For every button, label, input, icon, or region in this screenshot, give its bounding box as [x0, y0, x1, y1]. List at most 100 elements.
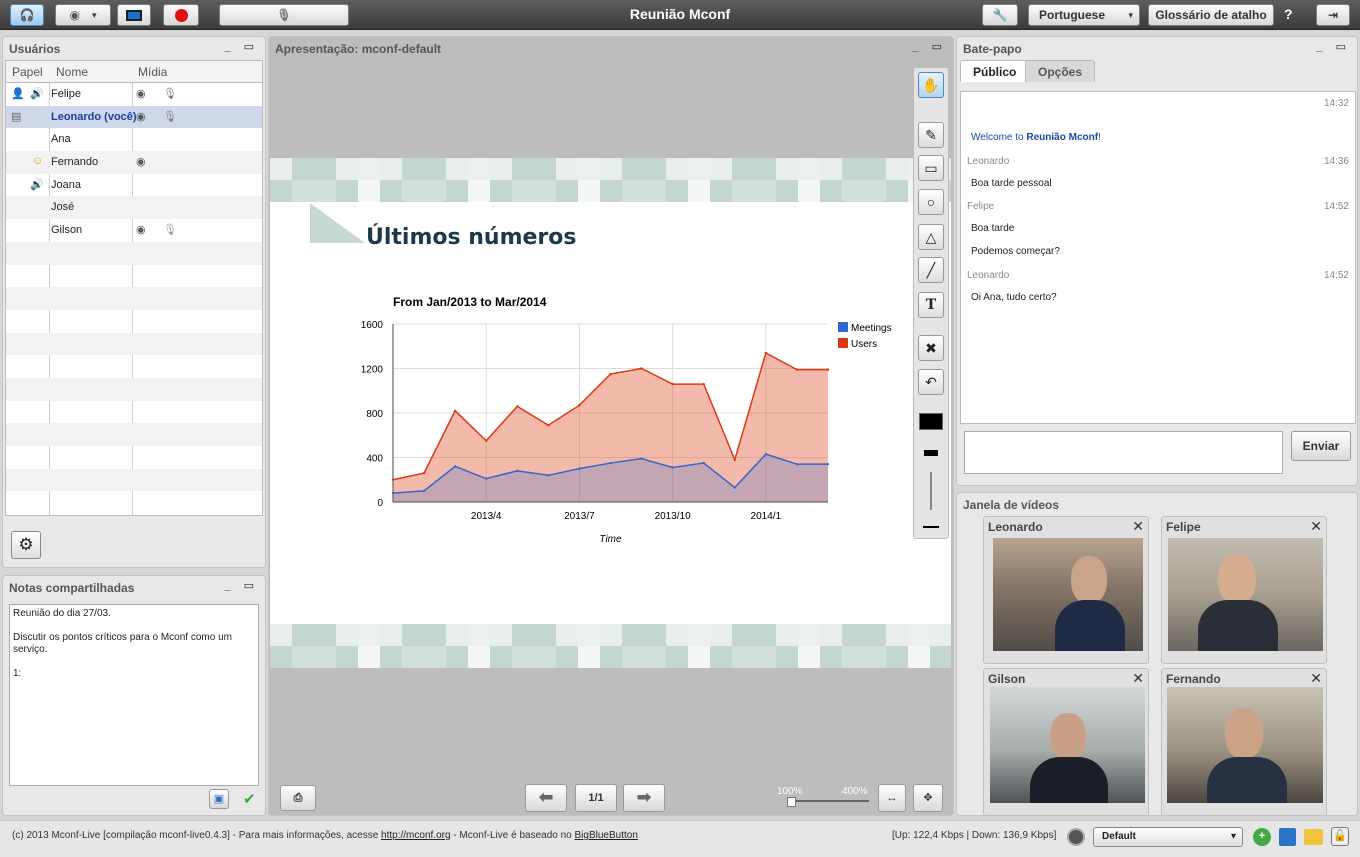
video-window[interactable]: Felipe ✕: [1161, 516, 1327, 664]
shortcuts-button[interactable]: Glossário de atalho: [1148, 4, 1274, 26]
window-controls[interactable]: _ ▭: [1316, 41, 1351, 53]
close-icon[interactable]: ✕: [1310, 518, 1322, 534]
line-tool-button[interactable]: ╱: [918, 257, 944, 283]
lock-icon: 🔓: [1333, 830, 1347, 842]
chat-input[interactable]: [964, 431, 1283, 474]
undo-button[interactable]: ↶: [918, 369, 944, 395]
arrow-left-icon: ⬅: [538, 787, 554, 807]
video-window[interactable]: Leonardo ✕: [983, 516, 1149, 664]
table-row[interactable]: ▤ Leonardo (você) ◉ 🎙: [6, 105, 262, 129]
data-point: [453, 465, 457, 468]
triangle-tool-button[interactable]: △: [918, 224, 944, 250]
layout-value: Default: [1102, 831, 1136, 842]
tab-public[interactable]: Público: [960, 60, 1030, 82]
record-button[interactable]: [163, 4, 199, 26]
welcome-room-name: Reunião Mconf: [1026, 132, 1099, 143]
thickness-slider[interactable]: [930, 472, 932, 510]
ellipse-tool-button[interactable]: ○: [918, 189, 944, 215]
video-user-name: Felipe: [1166, 520, 1201, 534]
mconf-link[interactable]: http://mconf.org: [381, 830, 451, 841]
text-tool-button[interactable]: T: [918, 292, 944, 318]
message-time: 14:32: [1323, 98, 1349, 109]
close-icon[interactable]: ✕: [1132, 670, 1144, 686]
upload-button[interactable]: ⎙: [280, 785, 316, 811]
users-settings-button[interactable]: ⚙: [11, 531, 41, 559]
window-controls[interactable]: _ ▭: [224, 41, 259, 53]
fit-width-button[interactable]: ↔: [878, 784, 906, 812]
open-layout-button[interactable]: [1304, 829, 1323, 845]
network-icon[interactable]: [1067, 828, 1085, 846]
y-tick-label: 800: [366, 409, 383, 420]
data-point: [578, 467, 581, 470]
data-point: [485, 439, 488, 443]
pencil-tool-button[interactable]: ✎: [918, 122, 944, 148]
x-tick-label: 2013/7: [564, 511, 595, 522]
window-controls[interactable]: _ ▭: [912, 41, 947, 53]
table-row[interactable]: Ana: [6, 128, 262, 151]
video-user-name: Gilson: [988, 672, 1026, 686]
zoom-min-label: 100%: [777, 786, 803, 797]
layout-select[interactable]: Default ▾: [1093, 827, 1243, 847]
pan-tool-button[interactable]: ✋: [918, 72, 944, 98]
zoom-slider-thumb[interactable]: [787, 797, 796, 807]
column-name[interactable]: Nome: [56, 65, 89, 79]
color-picker[interactable]: [919, 413, 943, 430]
previous-slide-button[interactable]: ⬅: [525, 784, 567, 812]
x-tick-label: 2013/10: [655, 511, 692, 522]
close-icon[interactable]: ✕: [1132, 518, 1144, 534]
users-panel-title: Usuários: [9, 42, 61, 56]
table-row[interactable]: ☺ Fernando ◉: [6, 151, 262, 174]
notes-panel-title: Notas compartilhadas: [9, 581, 135, 595]
clear-button[interactable]: ✖: [918, 335, 944, 361]
save-layout-button[interactable]: [1279, 828, 1296, 846]
chevron-down-icon: ▾: [91, 9, 97, 20]
video-window[interactable]: Fernando ✕: [1161, 668, 1327, 816]
close-icon[interactable]: ✕: [1310, 670, 1322, 686]
data-point: [578, 404, 581, 407]
user-name: Joana: [51, 178, 81, 191]
window-controls[interactable]: _ ▭: [224, 580, 259, 592]
video-window[interactable]: Gilson ✕: [983, 668, 1149, 816]
fit-page-button[interactable]: ✥: [913, 784, 943, 812]
confirm-notes-button[interactable]: ✔: [243, 790, 256, 808]
presentation-slide[interactable]: Últimos números From Jan/2013 to Mar/201…: [270, 158, 951, 668]
logout-button[interactable]: ⇥: [1316, 4, 1350, 26]
bigbluebutton-link[interactable]: BigBlueButton: [574, 830, 638, 841]
gear-icon: ⚙: [18, 535, 34, 554]
microphone-button[interactable]: 🎙: [219, 4, 349, 26]
language-select[interactable]: Portuguese ▾: [1028, 4, 1140, 26]
help-button[interactable]: ?: [1284, 6, 1293, 22]
send-button[interactable]: Enviar: [1291, 431, 1351, 461]
headset-button[interactable]: 🎧: [10, 4, 44, 26]
message-time: 14:52: [1323, 270, 1349, 281]
rectangle-tool-button[interactable]: ▭: [918, 155, 944, 181]
webcam-icon: ◉: [69, 8, 80, 22]
check-icon: ✔: [243, 791, 256, 808]
desktop-share-button[interactable]: [117, 4, 151, 26]
notes-textarea[interactable]: Reunião do dia 27/03. Discutir os pontos…: [9, 604, 259, 786]
pencil-icon: ✎: [925, 127, 937, 143]
column-role[interactable]: Papel: [12, 65, 43, 79]
table-row[interactable]: 👤 🔊 Felipe ◉ 🎙: [6, 83, 262, 106]
settings-wrench-button[interactable]: 🔧: [982, 4, 1018, 26]
page-indicator[interactable]: 1/1: [575, 784, 617, 812]
y-tick-label: 0: [377, 498, 383, 509]
record-icon: [174, 8, 188, 22]
lock-layout-button[interactable]: 🔓: [1331, 827, 1349, 846]
next-slide-button[interactable]: ➡: [623, 784, 665, 812]
webcam-button[interactable]: ◉ ▾: [55, 4, 111, 26]
zoom-slider[interactable]: [787, 800, 869, 802]
save-notes-button[interactable]: ▣: [209, 789, 229, 809]
x-tick-label: 2013/4: [471, 511, 502, 522]
data-point: [702, 382, 705, 386]
add-layout-button[interactable]: +: [1253, 828, 1271, 846]
table-row[interactable]: José: [6, 196, 262, 220]
column-media[interactable]: Mídia: [138, 65, 168, 79]
speaker-icon: 🔊: [30, 178, 44, 191]
table-row[interactable]: 🔊 Joana: [6, 174, 262, 197]
presentation-title: Apresentação: mconf-default: [275, 42, 442, 56]
user-name: Ana: [51, 133, 71, 146]
tab-options[interactable]: Opções: [1025, 60, 1096, 82]
table-row[interactable]: Gilson ◉ 🎙: [6, 219, 262, 242]
monitor-icon: [126, 9, 142, 21]
